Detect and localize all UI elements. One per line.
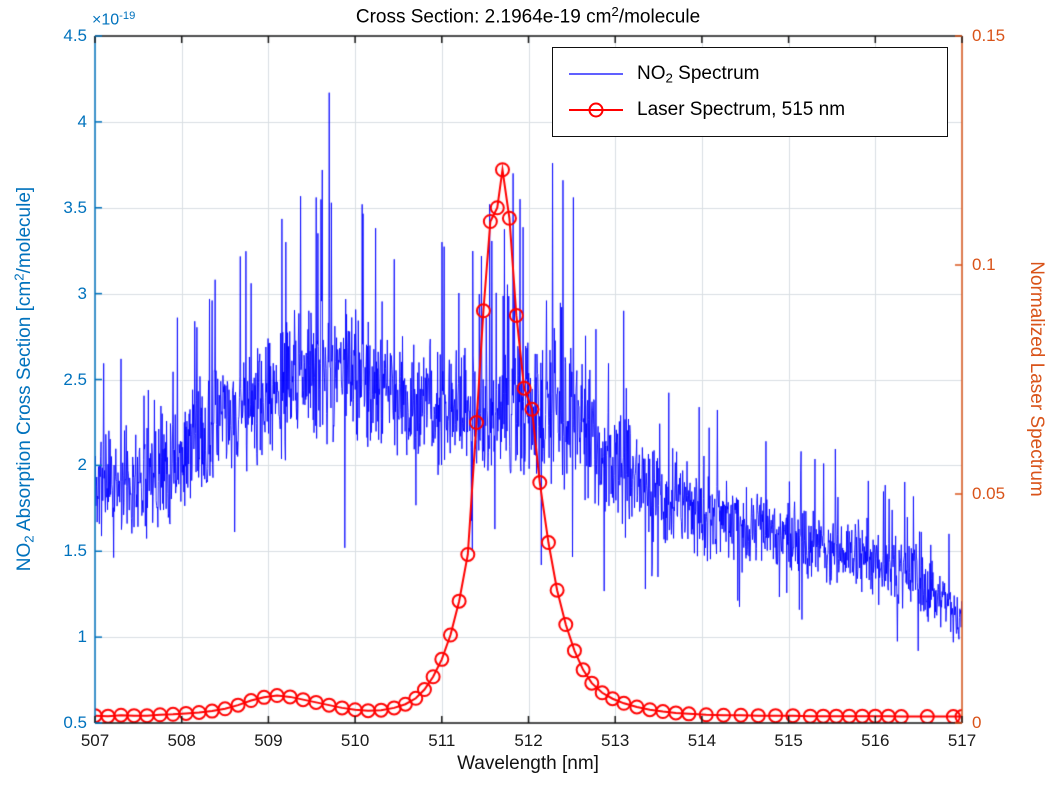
x-tick-label: 517 [947, 731, 977, 750]
y-left-multiplier: ×10-19 [92, 10, 136, 29]
y-left-tick-label: 0.5 [63, 713, 87, 732]
y-left-tick-label: 4.5 [63, 26, 87, 45]
x-tick-label: 510 [340, 731, 370, 750]
y-right-tick-label: 0 [972, 713, 982, 732]
x-tick-label: 514 [687, 731, 717, 750]
x-tick-label: 512 [514, 731, 543, 750]
x-tick-label: 507 [80, 731, 110, 750]
y-left-tick-label: 1.5 [63, 541, 87, 561]
laser-line-circle-sample-icon [569, 102, 623, 118]
y-left-tick-label: 4 [77, 111, 87, 131]
legend-entry-no2: NO2 Spectrum [567, 63, 933, 85]
x-tick-label: 508 [167, 731, 196, 750]
y-left-tick-label: 2 [77, 455, 87, 475]
y-left-tick-label: 2.5 [63, 369, 87, 389]
no2-line-sample-icon [569, 73, 623, 75]
x-tick-label: 511 [428, 731, 456, 750]
x-tick-label: 515 [774, 731, 803, 750]
y-left-tick-label: 3.5 [63, 197, 87, 217]
chart-title: Cross Section: 2.1964e-19 cm2/molecule [355, 4, 701, 28]
y-right-axis-label: Normalized Laser Spectrum [1026, 261, 1047, 497]
legend: NO2 Spectrum Laser Spectrum, 515 nm [552, 47, 948, 137]
legend-label-no2: NO2 Spectrum [637, 62, 760, 86]
x-tick-label: 516 [861, 731, 890, 750]
y-left-tick-label: 1 [77, 627, 87, 647]
y-right-tick-label: 0.1 [972, 255, 996, 274]
legend-entry-laser: Laser Spectrum, 515 nm [567, 99, 933, 121]
x-axis-label: Wavelength [nm] [457, 753, 599, 774]
x-tick-label: 509 [254, 731, 283, 750]
x-tick-label: 513 [601, 731, 630, 750]
y-right-tick-label: 0.05 [972, 484, 1006, 503]
y-left-tick-label: 3 [77, 283, 87, 303]
y-right-tick-label: 0.15 [972, 26, 1006, 45]
legend-label-laser: Laser Spectrum, 515 nm [637, 99, 846, 121]
